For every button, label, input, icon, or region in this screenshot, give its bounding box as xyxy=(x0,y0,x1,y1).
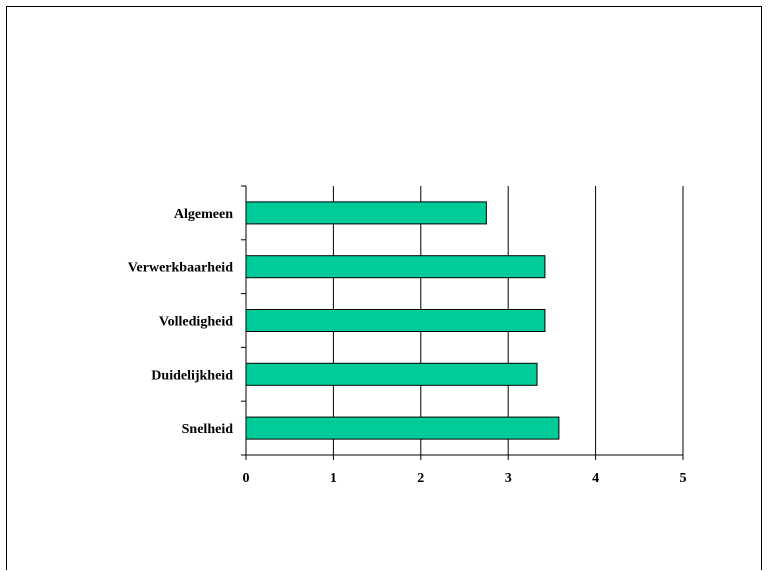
bar-algemeen xyxy=(245,201,487,225)
bar-snelheid xyxy=(245,416,560,440)
category-label-duidelijkheid: Duidelijkheid xyxy=(151,368,233,383)
x-tick-label-3: 3 xyxy=(505,471,512,486)
category-label-snelheid: Snelheid xyxy=(182,422,234,437)
x-tick-label-0: 0 xyxy=(243,471,250,486)
x-tick-label-2: 2 xyxy=(417,471,424,486)
category-label-volledigheid: Volledigheid xyxy=(159,315,233,330)
chart-frame xyxy=(6,6,762,570)
x-tick-label-4: 4 xyxy=(592,471,599,486)
bar-verwerkbaarheid xyxy=(245,255,546,279)
category-label-verwerkbaarheid: Verwerkbaarheid xyxy=(128,261,233,276)
x-tick-label-1: 1 xyxy=(330,471,337,486)
bar-volledigheid xyxy=(245,309,546,332)
x-tick-label-5: 5 xyxy=(680,471,687,486)
category-label-algemeen: Algemeen xyxy=(174,207,233,222)
bar-duidelijkheid xyxy=(245,362,538,386)
